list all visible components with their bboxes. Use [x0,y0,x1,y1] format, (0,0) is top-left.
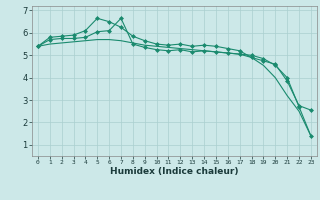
X-axis label: Humidex (Indice chaleur): Humidex (Indice chaleur) [110,167,239,176]
